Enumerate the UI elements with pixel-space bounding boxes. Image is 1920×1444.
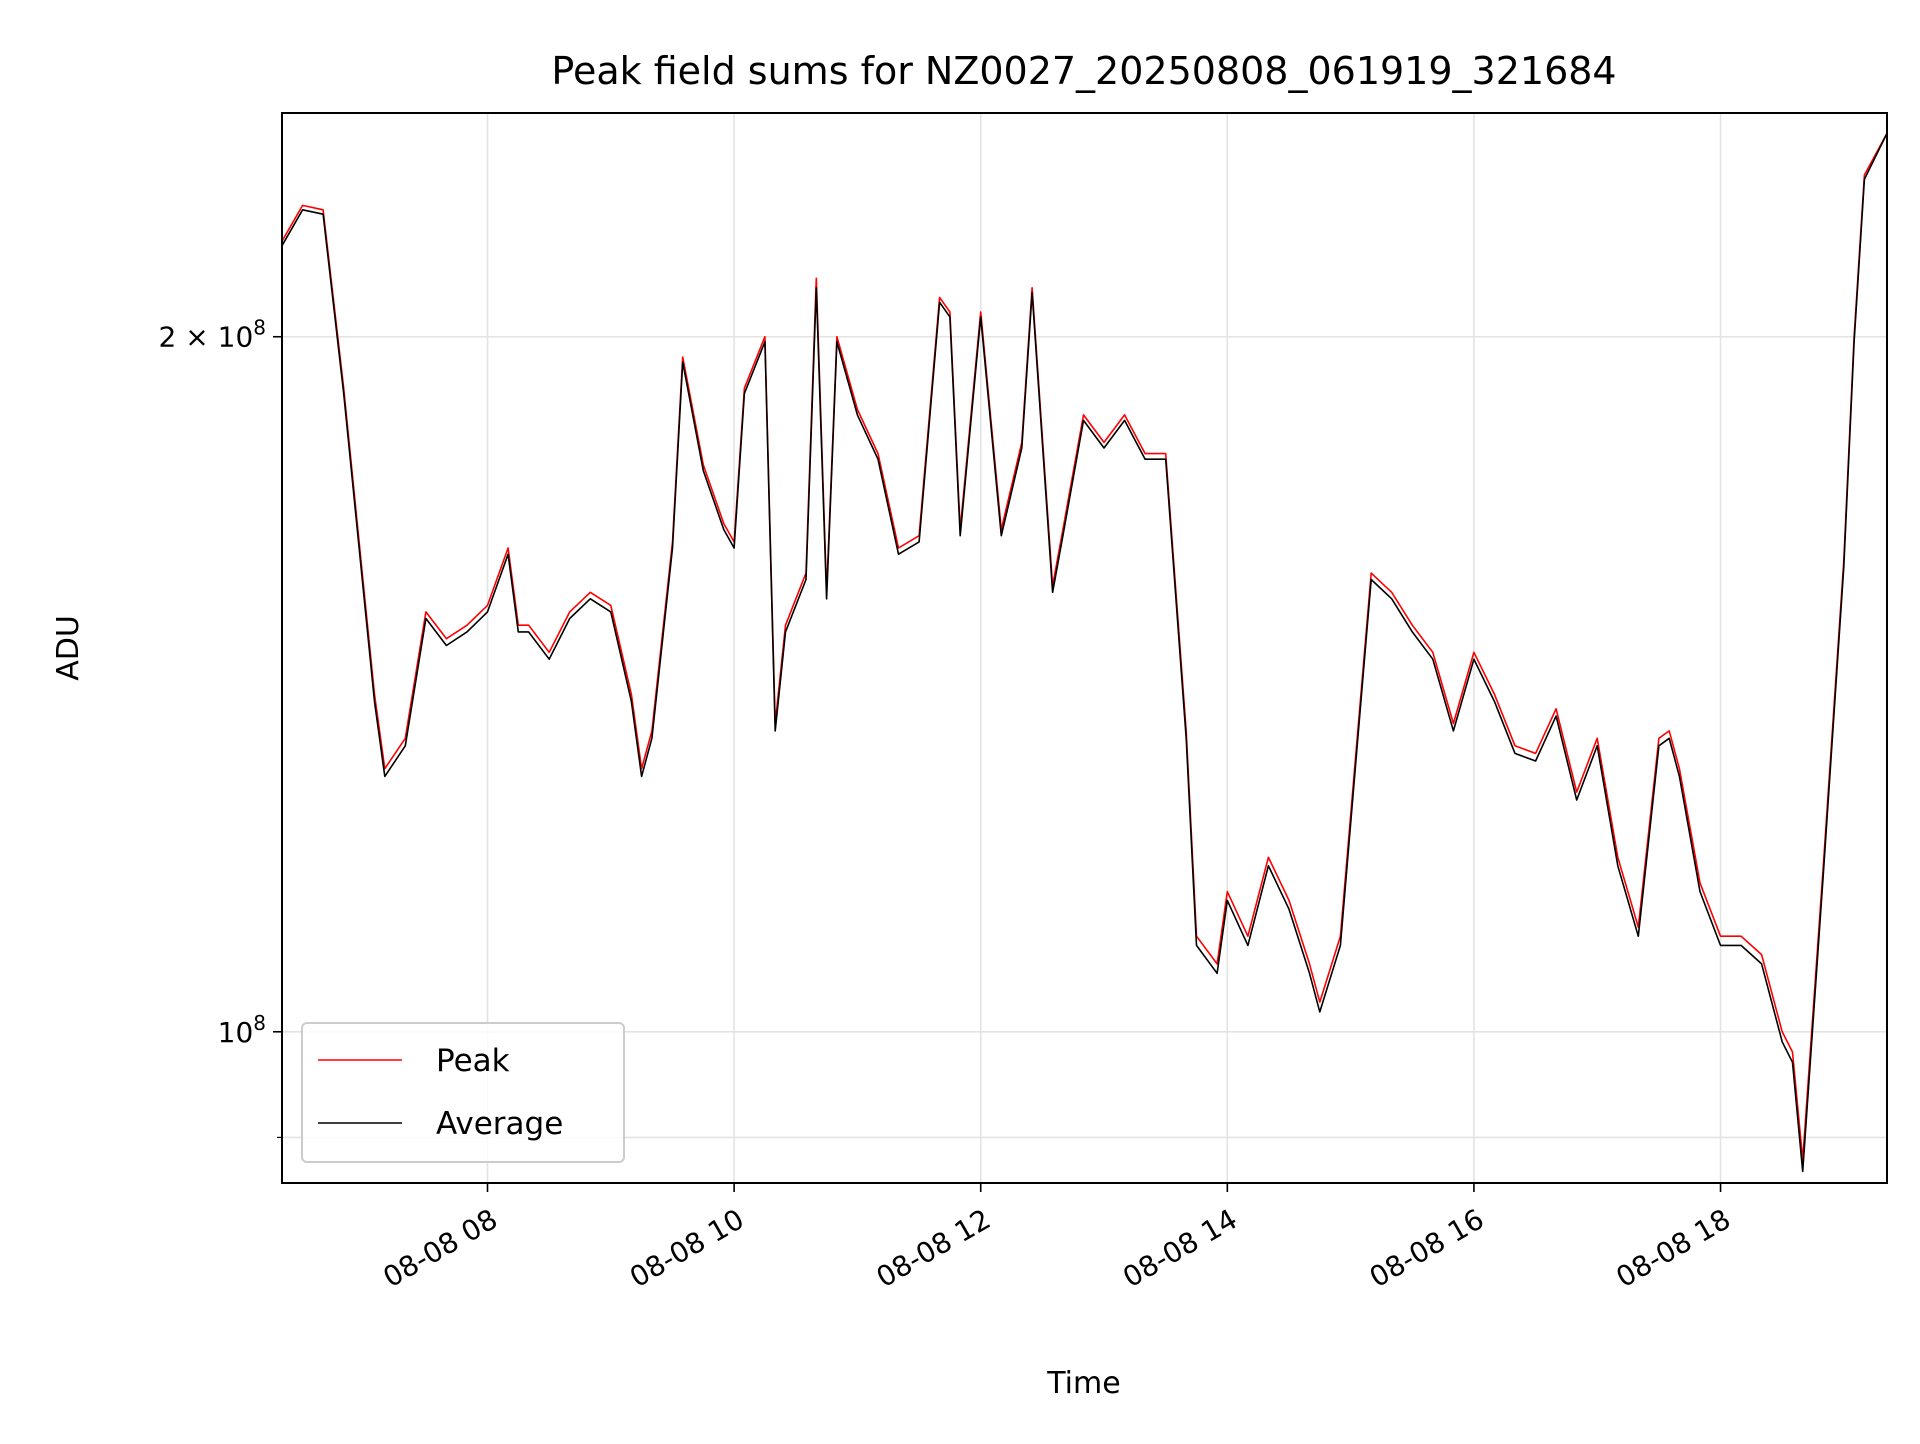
chart-title: Peak field sums for NZ0027_20250808_0619… [551,49,1616,93]
plot-lines [281,132,1888,1173]
y-tick-mantissa: 2 × [159,321,218,354]
legend: Peak Average [301,1022,625,1163]
y-tick-exponent: 8 [253,316,266,340]
legend-label-peak: Peak [436,1043,510,1079]
series-line-average [281,132,1888,1173]
legend-box [301,1022,625,1163]
y-tick-label: 2 × 108 [159,316,266,354]
plot-area-frame [281,112,1888,1184]
y-tick-exponent: 8 [253,1011,266,1035]
y-tick-label: 108 [218,1011,266,1049]
y-tick-base: 10 [218,1016,254,1049]
x-axis-label: Time [1046,1366,1120,1401]
y-axis-label: ADU [51,615,86,681]
y-tick-base: 10 [218,321,254,354]
legend-label-average: Average [436,1106,563,1142]
